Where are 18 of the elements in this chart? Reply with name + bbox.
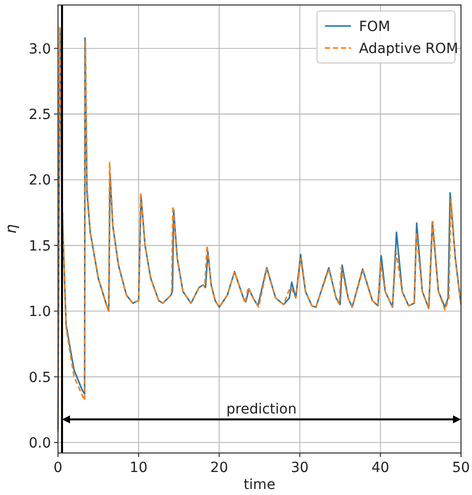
x-tick-label: 30: [290, 460, 309, 476]
y-tick-label: 3.0: [28, 41, 51, 58]
annotation: prediction: [226, 401, 297, 418]
y-axis-title: η: [2, 224, 20, 234]
y-tick-label: 1.0: [28, 304, 51, 320]
x-tick-label: 20: [210, 460, 228, 476]
x-tick-label: 50: [452, 460, 470, 476]
y-tick-label: 2.5: [28, 107, 51, 124]
x-tick-label: 10: [130, 460, 148, 476]
x-tick-label: 40: [371, 460, 390, 476]
legend-label: Adaptive ROM: [359, 41, 458, 57]
y-tick-label: 2.0: [28, 172, 51, 189]
x-tick-label: 0: [54, 460, 62, 476]
x-axis-title: time: [244, 477, 276, 493]
y-tick-label: 0.5: [28, 370, 51, 386]
y-tick-label: 0.0: [28, 435, 51, 452]
legend-label: FOM: [359, 19, 390, 35]
y-tick-label: 1.5: [28, 238, 51, 254]
